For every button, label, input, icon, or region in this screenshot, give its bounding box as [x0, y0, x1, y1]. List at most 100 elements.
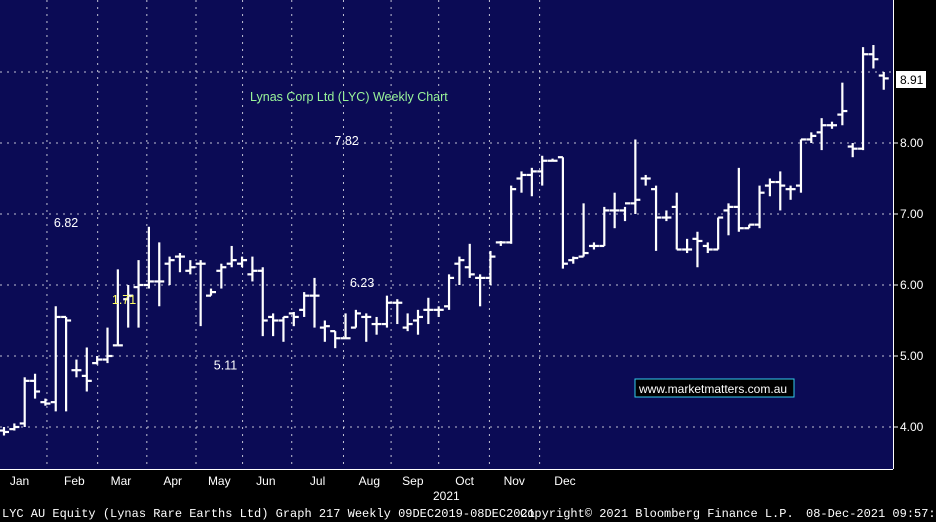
ohlc-bar: [195, 260, 206, 327]
ohlc-bar: [795, 138, 806, 193]
ohlc-bar: [402, 313, 413, 332]
ohlc-bar: [444, 274, 455, 310]
ohlc-bar: [495, 240, 506, 246]
ohlc-bar: [526, 167, 537, 197]
footer-security-description: LYC AU Equity (Lynas Rare Earths Ltd) Gr…: [2, 507, 535, 521]
ohlc-bar: [640, 174, 651, 186]
ohlc-bar: [661, 210, 672, 222]
x-axis-tick-label: Nov: [504, 474, 525, 488]
x-axis: Jan Feb Mar Apr May Jun Jul Aug Sep Oct Nov Dec: [0, 469, 893, 488]
ohlc-bar: [775, 171, 786, 211]
ohlc-bar: [868, 45, 879, 69]
ohlc-bar: [547, 158, 558, 162]
x-axis-tick-label: Oct: [455, 474, 474, 488]
ohlc-bar: [143, 226, 154, 289]
price-annotation: 5.11: [214, 358, 237, 372]
x-axis-tick-label: Aug: [359, 474, 380, 488]
ohlc-bar: [620, 202, 630, 222]
ohlc-bar: [9, 423, 20, 431]
ohlc-bar: [81, 347, 92, 392]
ohlc-bar: [123, 285, 134, 328]
ohlc-bar: [506, 185, 517, 244]
watermark-text: www.marketmatters.com.au: [638, 382, 787, 396]
x-axis-tick-label: Jun: [256, 474, 275, 488]
x-axis-year-label: 2021: [433, 489, 460, 503]
x-axis-tick-label: Dec: [554, 474, 575, 488]
ohlc-bar: [537, 155, 548, 186]
ohlc-bar: [40, 398, 51, 406]
price-annotation: 1.71: [112, 293, 136, 307]
ohlc-bar: [609, 192, 620, 229]
ohlc-bar: [723, 203, 734, 236]
ohlc-bar: [475, 274, 486, 307]
ohlc-bar: [599, 206, 610, 248]
ohlc-bar: [299, 292, 310, 317]
footer-timestamp: 08-Dec-2021 09:57:31: [806, 507, 936, 521]
ohlc-bar: [785, 185, 796, 200]
ohlc-bar: [71, 359, 82, 378]
price-annotation: 6.23: [350, 276, 374, 290]
ohlc-bar: [744, 223, 755, 230]
ohlc-bar: [216, 263, 227, 289]
x-axis-tick-label: May: [208, 474, 231, 488]
ohlc-bar: [671, 192, 682, 251]
last-price-box: [896, 71, 926, 88]
y-axis-tick-label: 4.00: [900, 420, 924, 434]
watermark-box: [634, 378, 795, 398]
ohlc-bar: [247, 256, 258, 282]
ohlc-bars: [0, 45, 889, 436]
x-axis-tick-label: Apr: [163, 474, 182, 488]
ohlc-bar: [361, 313, 372, 342]
ohlc-bar: [588, 242, 599, 250]
ohlc-bar: [371, 316, 382, 335]
ohlc-bar: [278, 315, 289, 342]
ohlc-bar: [381, 295, 392, 328]
ohlc-bar: [816, 118, 827, 151]
ohlc-bar: [268, 313, 279, 337]
ohlc-bar: [413, 309, 423, 335]
ohlc-bar: [651, 185, 662, 251]
price-annotation: 6.82: [54, 216, 78, 230]
last-price-value: 8.91: [900, 73, 924, 87]
ohlc-bar: [164, 256, 175, 285]
y-axis-tick-label: 7.00: [900, 207, 924, 221]
ohlc-bar: [568, 256, 579, 264]
ohlc-bar: [878, 72, 889, 90]
ohlc-bar: [858, 47, 869, 151]
ohlc-bar: [764, 178, 775, 197]
ohlc-bar: [392, 299, 403, 325]
price-annotation: 7.82: [334, 134, 358, 148]
ohlc-bar: [102, 327, 113, 364]
ohlc-bar: [206, 288, 216, 297]
ohlc-bar: [237, 256, 248, 268]
ohlc-bar: [433, 306, 444, 317]
ohlc-bar: [340, 313, 351, 340]
ohlc-bar: [30, 373, 41, 399]
ohlc-bar: [174, 253, 185, 273]
x-axis-tick-label: Feb: [64, 474, 85, 488]
ohlc-bar: [50, 306, 61, 412]
y-axis-tick-label: 5.00: [900, 349, 924, 363]
ohlc-bar: [454, 256, 465, 285]
ohlc-bar: [578, 203, 589, 258]
ohlc-bar: [702, 242, 713, 254]
ohlc-bar: [557, 156, 568, 269]
y-axis: 4.00 5.00 6.00 7.00 8.00: [893, 0, 924, 469]
ohlc-bar: [92, 356, 103, 365]
ohlc-bar: [0, 427, 9, 436]
ohlc-bar: [485, 250, 496, 285]
ohlc-bar: [423, 297, 434, 325]
ohlc-bar: [319, 320, 330, 342]
ohlc-bar: [837, 82, 848, 126]
ohlc-bar: [516, 171, 527, 193]
x-axis-tick-label: Jan: [10, 474, 29, 488]
last-price-marker: 8.91: [896, 71, 926, 88]
ohlc-bar: [288, 311, 299, 327]
ohlc-bar: [112, 269, 123, 347]
x-axis-tick-label: Sep: [402, 474, 424, 488]
ohlc-bar: [630, 139, 641, 214]
x-axis-tick-label: Jul: [310, 474, 325, 488]
ohlc-bar: [185, 260, 196, 275]
footer-copyright: Copyright© 2021 Bloomberg Finance L.P.: [520, 507, 794, 521]
